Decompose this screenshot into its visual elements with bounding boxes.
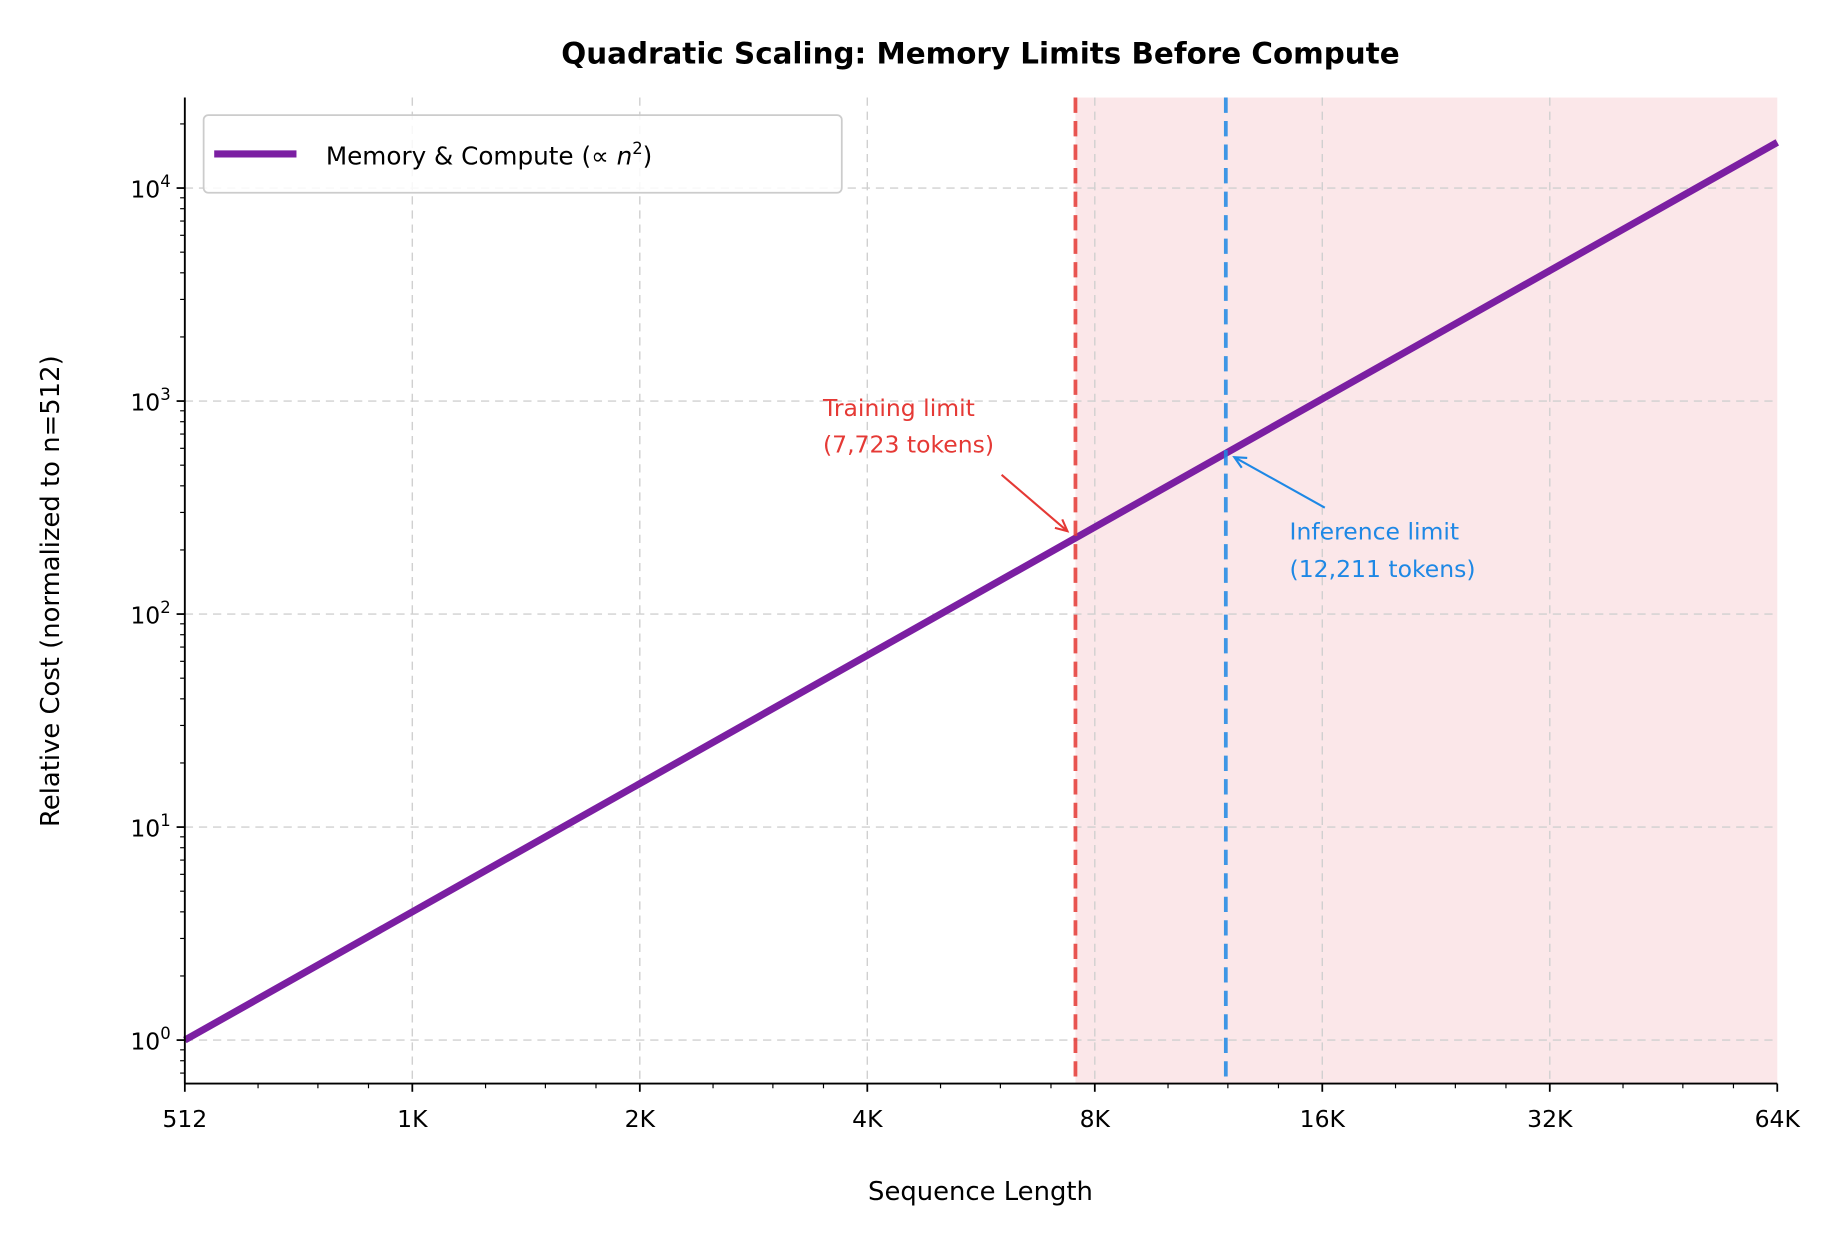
- legend-label: Memory & Compute (∝ n2): [326, 139, 652, 171]
- inference-annotation-line1: Inference limit: [1290, 517, 1460, 545]
- inference-arrow-head: [1232, 455, 1248, 469]
- inference-annotation-line2: (12,211 tokens): [1290, 555, 1476, 583]
- training-annotation-line2: (7,723 tokens): [823, 430, 994, 458]
- grid: [184, 97, 1778, 1084]
- training-annotation-line1: Training limit: [822, 394, 975, 422]
- x-axis-label: Sequence Length: [868, 1177, 1093, 1207]
- training-arrow-head: [1054, 518, 1070, 533]
- x-tick-label: 512: [162, 1105, 207, 1133]
- x-tick-label: 64K: [1755, 1105, 1801, 1133]
- axes: [183, 97, 1778, 1085]
- y-tick-label: 104: [130, 172, 170, 204]
- series: [183, 139, 1780, 1044]
- x-tick-label: 1K: [397, 1105, 428, 1133]
- x-tick-label: 8K: [1080, 1105, 1111, 1133]
- annotations: Training limit (7,723 tokens) Inference li…: [822, 394, 1476, 583]
- x-tick-label: 2K: [625, 1105, 656, 1133]
- series-line-memory-compute: [183, 139, 1780, 1044]
- shaded-region-rect: [1075, 97, 1778, 1084]
- x-tick-label: 4K: [852, 1105, 883, 1133]
- y-axis-label: Relative Cost (normalized to n=512): [36, 355, 66, 827]
- inference-arrow: [1233, 456, 1326, 509]
- shaded-region: [1075, 97, 1778, 1084]
- chart-title: Quadratic Scaling: Memory Limits Before …: [561, 36, 1399, 70]
- y-tick-label: 101: [130, 811, 170, 843]
- training-arrow: [1000, 473, 1069, 533]
- x-tick-label: 32K: [1527, 1105, 1573, 1133]
- y-tick-label: 102: [130, 598, 170, 630]
- y-tick-label: 103: [130, 385, 170, 417]
- x-tick-label: 16K: [1300, 1105, 1346, 1133]
- y-ticks: 100 101 102 103 104: [130, 123, 185, 1074]
- legend: Memory & Compute (∝ n2): [202, 114, 843, 194]
- x-ticks: 512 1K 2K 4K 8K 16K 32K 64K: [162, 1083, 1801, 1133]
- y-tick-label: 100: [130, 1024, 170, 1056]
